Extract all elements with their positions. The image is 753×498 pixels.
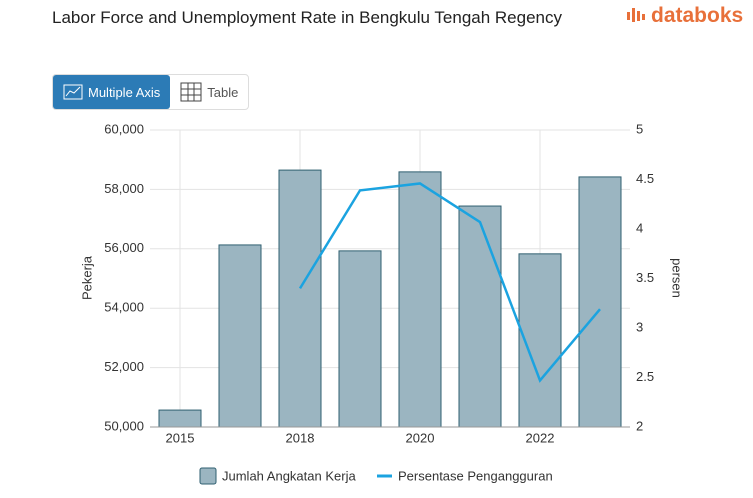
y2-axis-title: persen bbox=[670, 258, 685, 298]
bar bbox=[158, 409, 202, 428]
line bbox=[298, 182, 601, 383]
y-tick-label: 60,000 bbox=[104, 121, 144, 136]
x-tick-label: 2015 bbox=[166, 430, 195, 445]
x-tick-label: 2018 bbox=[286, 430, 315, 445]
y2-tick-label: 3 bbox=[636, 319, 643, 334]
legend-label: Persentase Pengangguran bbox=[398, 468, 553, 483]
y-tick-label: 58,000 bbox=[104, 181, 144, 196]
logo[interactable]: databoks bbox=[626, 4, 743, 28]
bar bbox=[458, 205, 502, 428]
y-tick-label: 50,000 bbox=[104, 418, 144, 433]
x-tick-label: 2020 bbox=[406, 430, 435, 445]
y2-tick-label: 4.5 bbox=[636, 171, 654, 186]
tab-icon bbox=[63, 84, 83, 100]
tab-multiple-axis[interactable]: Multiple Axis bbox=[53, 75, 171, 109]
logo-text: databoks bbox=[651, 4, 744, 27]
tabs: Multiple Axis Table bbox=[52, 74, 250, 110]
tab-label: Multiple Axis bbox=[88, 84, 161, 100]
tab-label: Table bbox=[207, 84, 239, 100]
legend-label: Jumlah Angkatan Kerja bbox=[222, 468, 356, 483]
y-tick-label: 52,000 bbox=[104, 359, 144, 374]
y-tick-label: 54,000 bbox=[104, 300, 144, 315]
x-tick-label: 2022 bbox=[526, 430, 555, 445]
y2-tick-label: 2.5 bbox=[636, 369, 654, 384]
bar bbox=[278, 169, 322, 428]
tab-table[interactable]: Table bbox=[170, 75, 248, 109]
y2-tick-label: 4 bbox=[636, 220, 643, 235]
y2-tick-label: 2 bbox=[636, 418, 643, 433]
legend-swatch bbox=[199, 467, 217, 485]
y2-tick-label: 5 bbox=[636, 121, 643, 136]
logo-icon bbox=[627, 8, 645, 22]
bar bbox=[218, 244, 262, 428]
title: Labor Force and Unemployment Rate in Ben… bbox=[52, 8, 562, 27]
bar bbox=[578, 176, 622, 428]
bar bbox=[338, 250, 382, 428]
y-axis-title: Pekerja bbox=[79, 255, 94, 300]
bar bbox=[398, 171, 442, 428]
y-tick-label: 56,000 bbox=[104, 240, 144, 255]
y2-tick-label: 3.5 bbox=[636, 270, 654, 285]
tab-icon bbox=[180, 82, 202, 102]
